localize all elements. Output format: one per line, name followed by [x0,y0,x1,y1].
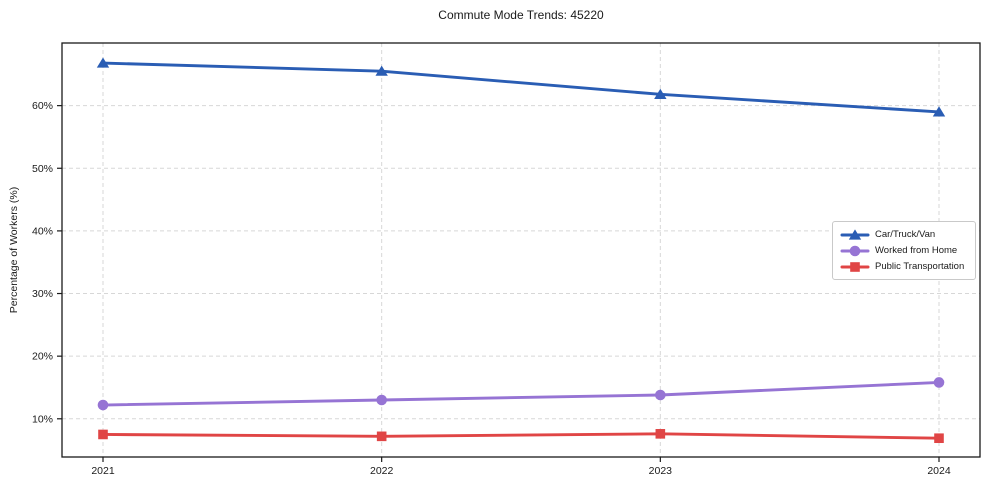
triangle-marker [96,57,110,68]
series-line [101,61,941,114]
square-marker [934,433,944,444]
legend-item: Public Transportation [840,260,967,273]
y-tick-label: 30% [32,288,53,300]
square-marker [376,431,387,442]
triangle-marker [375,65,388,76]
x-tick-label: 2024 [927,465,951,477]
legend-swatch-triangle-icon [840,228,870,240]
square-marker [98,429,108,440]
y-tick-label: 50% [32,163,53,175]
series-public-transportation [98,429,944,444]
series-car-truck-van [96,57,946,117]
circle-marker [376,394,387,406]
legend-swatch-circle-icon [840,245,870,256]
y-tick-label: 60% [32,100,53,112]
legend: Car/Truck/Van Worked from Home Public Tran… [832,221,976,280]
square-marker [655,429,666,439]
square-marker [850,261,860,272]
series-line [101,381,941,407]
circle-marker [655,389,666,401]
triangle-marker [932,106,946,117]
chart-title: Commute Mode Trends: 45220 [438,8,604,22]
legend-label: Public Transportation [875,261,965,272]
series-line [101,432,941,440]
legend-swatch-square-icon [840,261,870,272]
circle-marker [849,245,861,256]
y-tick-label: 40% [32,225,53,237]
legend-item: Worked from Home [840,244,967,257]
x-tick-label: 2023 [649,465,673,477]
legend-label: Worked from Home [875,245,958,256]
series-worked-from-home [97,377,945,411]
y-tick-label: 20% [32,351,53,363]
legend-item: Car/Truck/Van [840,228,967,241]
triangle-marker [848,228,862,240]
triangle-marker [654,88,667,99]
legend-label: Car/Truck/Van [875,229,936,240]
axes-box [61,42,981,458]
x-tick-label: 2021 [91,465,115,477]
circle-marker [933,377,945,388]
x-tick-label: 2022 [370,465,394,477]
circle-marker [97,399,109,411]
y-tick-label: 10% [32,413,53,425]
